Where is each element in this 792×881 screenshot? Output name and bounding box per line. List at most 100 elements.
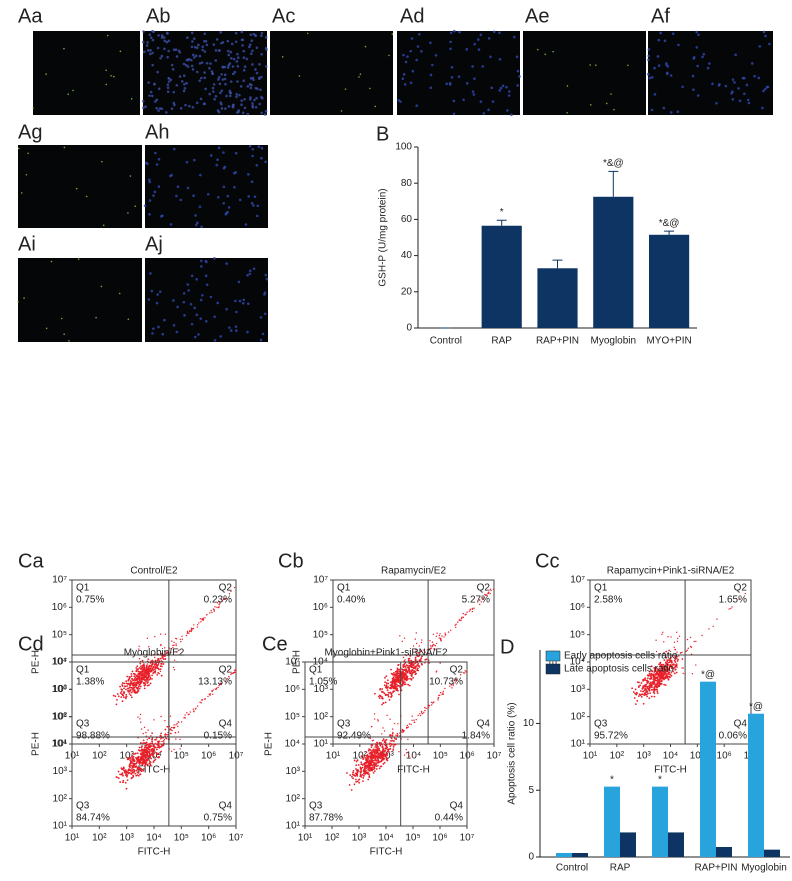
event-dot <box>161 675 163 677</box>
cell-dot <box>695 46 698 49</box>
quadrant-percent: 0.44% <box>435 813 463 824</box>
event-dot <box>122 780 124 782</box>
event-dot <box>362 777 364 779</box>
cell-dot <box>748 102 751 105</box>
cell-dot <box>232 73 235 76</box>
cell-dot <box>193 37 196 40</box>
event-dot <box>493 589 494 590</box>
event-dot <box>360 770 362 772</box>
cell-dot <box>240 85 243 88</box>
cell-dot <box>242 112 245 115</box>
event-dot <box>407 739 408 740</box>
cell-dot <box>21 192 23 194</box>
cell-dot <box>471 65 474 68</box>
event-dot <box>142 758 144 760</box>
event-dot <box>135 775 137 777</box>
event-dot <box>134 692 136 694</box>
event-dot <box>416 632 417 633</box>
event-dot <box>470 609 471 610</box>
y-tick-label: 10⁶ <box>52 684 67 695</box>
y-tick-label: 10⁷ <box>52 657 67 668</box>
y-tick-label: 5 <box>528 785 534 796</box>
cell-dot <box>246 58 249 61</box>
event-dot <box>137 769 139 771</box>
event-dot <box>407 684 409 686</box>
cell-dot <box>659 32 662 35</box>
event-dot <box>651 677 653 679</box>
y-tick-label: 10⁶ <box>52 602 67 613</box>
cell-dot <box>230 329 233 332</box>
event-dot <box>435 645 436 646</box>
event-dot <box>441 635 442 636</box>
cell-dot <box>205 261 208 264</box>
event-dot <box>385 694 387 696</box>
event-dot <box>352 777 354 779</box>
event-dot <box>139 747 141 749</box>
event-dot <box>464 670 465 671</box>
cell-dot <box>451 66 454 69</box>
y-axis-label: PE-H <box>264 732 275 756</box>
event-dot <box>387 758 389 760</box>
cell-dot <box>711 83 714 86</box>
event-dot <box>120 688 122 690</box>
event-dot <box>360 776 362 778</box>
x-tick-label: 10³ <box>636 751 651 762</box>
x-tick-label: Control <box>430 336 462 347</box>
x-tick-label: MYO+PIN <box>646 336 691 347</box>
quadrant-name: Q2 <box>734 583 748 594</box>
cell-dot <box>51 261 53 263</box>
cell-dot <box>245 223 248 226</box>
event-dot <box>657 692 659 694</box>
cell-dot <box>397 99 400 102</box>
event-dot <box>644 685 646 687</box>
cell-dot <box>236 111 239 114</box>
cell-dot <box>237 65 240 68</box>
event-dot <box>138 673 140 675</box>
y-tick-label: 0 <box>528 852 534 863</box>
cell-dot <box>410 82 413 85</box>
event-dot <box>209 612 210 613</box>
quadrant-percent: 92.49% <box>337 731 371 742</box>
event-dot <box>651 686 653 688</box>
cell-dot <box>345 88 347 90</box>
event-dot <box>355 764 357 766</box>
event-dot <box>123 682 125 684</box>
cell-dot <box>231 43 234 46</box>
event-dot <box>366 772 368 774</box>
cell-dot <box>130 175 132 177</box>
cell-dot <box>266 278 269 281</box>
event-dot <box>361 755 363 757</box>
event-dot <box>146 744 148 746</box>
cell-dot <box>480 100 483 103</box>
x-tick-label: 10⁴ <box>663 751 678 762</box>
bar <box>748 714 764 857</box>
event-dot <box>636 693 638 695</box>
panel-label: Af <box>651 5 670 27</box>
event-dot <box>388 751 390 753</box>
quadrant-percent: 0.06% <box>719 731 747 742</box>
event-dot <box>161 744 163 746</box>
cell-dot <box>430 86 433 89</box>
event-dot <box>377 750 379 752</box>
event-dot <box>122 682 124 684</box>
event-dot <box>365 762 367 764</box>
cell-dot <box>191 45 194 48</box>
cell-dot <box>258 103 261 106</box>
event-dot <box>355 779 357 781</box>
event-dot <box>411 716 412 717</box>
event-dot <box>192 628 193 629</box>
micrograph <box>397 31 520 115</box>
event-dot <box>140 668 142 670</box>
event-dot <box>139 688 141 690</box>
cell-dot <box>165 111 168 114</box>
cell-dot <box>251 49 254 52</box>
cell-dot <box>249 43 252 46</box>
event-dot <box>156 666 158 668</box>
cell-dot <box>149 49 152 52</box>
event-dot <box>414 660 415 661</box>
y-tick-label: 100 <box>395 142 412 153</box>
cell-dot <box>183 83 186 86</box>
event-dot <box>349 774 351 776</box>
cell-dot <box>430 74 433 77</box>
event-dot <box>131 768 133 770</box>
